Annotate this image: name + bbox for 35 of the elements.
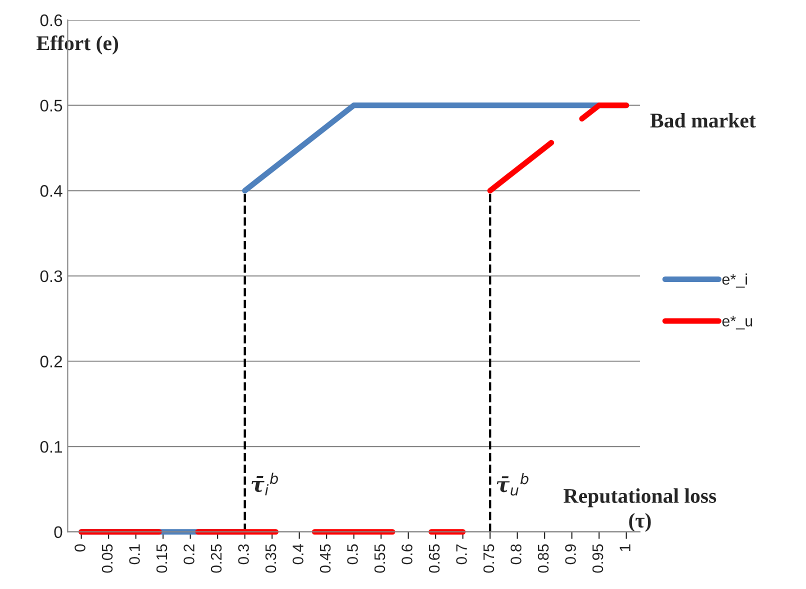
x-tick-label: 0.95 <box>592 544 604 573</box>
y-tick-label: 0.3 <box>40 270 62 282</box>
x-tick-label: 0.4 <box>292 544 304 564</box>
x-tick-label: 1 <box>620 544 630 552</box>
y-tick-label: 0.6 <box>40 14 62 26</box>
x-tick-label: 0.05 <box>102 544 113 573</box>
x-tick-label: 0.45 <box>320 544 331 573</box>
y-tick-label: 0.5 <box>40 100 62 112</box>
x-tick-label: 0.25 <box>210 544 222 573</box>
x-tick-label: 0.1 <box>129 544 140 564</box>
legend-label: e*_i <box>722 274 747 288</box>
x-tick-label: 0.15 <box>156 544 168 573</box>
y-axis-title: Effort (e) <box>36 35 118 54</box>
x-tick-label: 0.2 <box>184 544 194 564</box>
text: Bad market <box>650 112 756 128</box>
x-tick-label: 0.85 <box>538 544 549 573</box>
x-tick-label: 0.3 <box>238 544 249 564</box>
x-tick-label: 0.9 <box>565 544 576 564</box>
x-tick-label: 0.35 <box>265 544 276 573</box>
x-tick-label: 0 <box>74 544 86 552</box>
x-tick-label: 0.6 <box>402 544 412 564</box>
y-tick-label: 0.4 <box>40 185 62 197</box>
x-tick-label: 0.7 <box>456 544 467 564</box>
x-tick-label: 0.8 <box>510 544 522 564</box>
x-axis-title: Reputational loss (τ) <box>564 488 716 532</box>
y-tick-label: 0.2 <box>40 356 62 368</box>
annotation: τ̄$_{i}$$^{b}$ <box>252 472 278 496</box>
x-tick-label: 0.65 <box>428 544 440 573</box>
legend-label: e*_u <box>722 316 752 330</box>
annotation: τ̄$_{u}$$^{b}$ <box>496 472 528 496</box>
y-tick-label: 0 <box>54 526 62 538</box>
x-tick-label: 0.75 <box>483 544 494 573</box>
x-tick-label: 0.55 <box>374 544 386 573</box>
y-tick-label: 0.1 <box>40 440 62 453</box>
x-tick-label: 0.5 <box>347 544 358 564</box>
